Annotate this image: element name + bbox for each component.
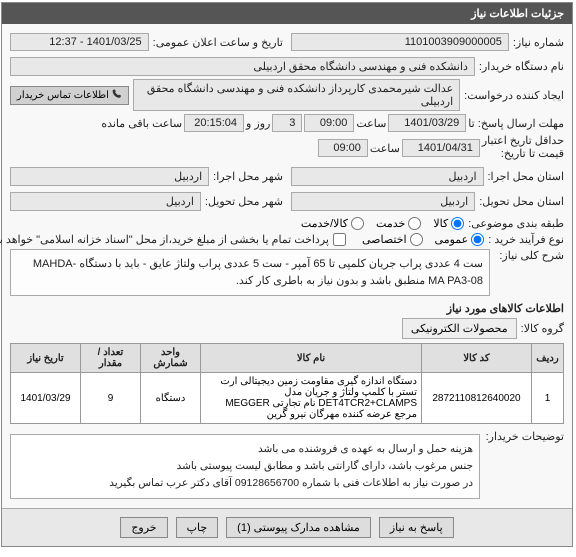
note-line-1: جنس مرغوب باشد، دارای گارانتی باشد و مطا… — [18, 458, 474, 475]
class-radio-2[interactable]: کالا/خدمت — [302, 217, 365, 230]
group-label: گروه کالا: — [522, 322, 565, 335]
cell-0-4: 9 — [82, 373, 142, 424]
cell-0-2: دستگاه اندازه گیری مقاومت زمین دیجیتالی … — [202, 373, 423, 424]
exec-province-value: اردبیل — [292, 167, 485, 186]
col-0: ردیف — [533, 344, 565, 373]
delivery-city-label: شهر محل تحویل: — [206, 195, 284, 208]
details-panel: جزئیات اطلاعات نیاز شماره نیاز: 11010039… — [2, 2, 574, 547]
delivery-province-value: اردبیل — [292, 192, 476, 211]
buytype-radio-0-label: عمومی — [436, 233, 470, 246]
col-2: نام کالا — [202, 344, 423, 373]
deadline-remaining: ساعت باقی مانده — [102, 117, 183, 130]
credit-label: حداقل تاریخ اعتبار قیمت تا تاریخ: — [483, 135, 565, 161]
footer: پاسخ به نیاز مشاهده مدارک پیوستی (1) چاپ… — [3, 508, 573, 546]
col-3: واحد شمارش — [142, 344, 202, 373]
deadline-time: 09:00 — [305, 114, 355, 132]
class-radio-0[interactable]: کالا — [434, 217, 465, 230]
class-radio-1-input[interactable] — [409, 217, 422, 230]
table-row: 1 2872110812640020 دستگاه اندازه گیری مق… — [12, 373, 565, 424]
buytype-label: نوع فرآیند خرید : — [489, 233, 565, 246]
buyer-org-value: دانشکده فنی و مهندسی دانشگاه محقق اردبیل… — [11, 57, 476, 76]
announce-label: تاریخ و ساعت اعلان عمومی: — [154, 36, 284, 49]
buytype-radio-0-input[interactable] — [472, 233, 485, 246]
class-radio-1-label: خدمت — [377, 217, 406, 230]
panel-title: جزئیات اطلاعات نیاز — [3, 3, 573, 24]
col-4: تعداد / مقدار — [82, 344, 142, 373]
exec-city-value: اردبیل — [11, 167, 210, 186]
requester-label: ایجاد کننده درخواست: — [465, 89, 565, 102]
col-5: تاریخ نیاز — [12, 344, 82, 373]
buytype-radio-1-label: اختصاصی — [363, 233, 408, 246]
buytype-radio-group: عمومی اختصاصی — [363, 233, 485, 246]
deadline-label: مهلت ارسال پاسخ: تا — [469, 117, 565, 130]
buytype-radio-1-input[interactable] — [411, 233, 424, 246]
notes-label: توضیحات خریدار: — [485, 430, 565, 443]
deadline-time-label: ساعت — [357, 117, 387, 130]
attachments-button[interactable]: مشاهده مدارک پیوستی (1) — [227, 517, 372, 538]
cell-0-3: دستگاه — [142, 373, 202, 424]
buytype-radio-0[interactable]: عمومی — [436, 233, 486, 246]
payment-checkbox[interactable] — [334, 233, 347, 246]
print-button[interactable]: چاپ — [177, 517, 220, 538]
credit-time: 09:00 — [319, 139, 369, 157]
cell-0-0: 1 — [533, 373, 565, 424]
need-number-value: 1101003909000005 — [292, 33, 510, 51]
class-label: طبقه بندی موضوعی: — [469, 217, 565, 230]
cell-0-1: 2872110812640020 — [423, 373, 533, 424]
phone-icon — [113, 89, 123, 102]
credit-label-2: قیمت تا تاریخ: — [502, 148, 565, 160]
announce-value: 1401/03/25 - 12:37 — [11, 33, 150, 51]
class-radio-0-label: کالا — [434, 217, 449, 230]
buyer-org-label: نام دستگاه خریدار: — [480, 60, 565, 73]
class-radio-2-input[interactable] — [352, 217, 365, 230]
credit-label-1: حداقل تاریخ اعتبار — [483, 135, 565, 147]
deadline-countdown: 20:15:04 — [185, 114, 245, 132]
need-number-label: شماره نیاز: — [514, 36, 565, 49]
note-line-2: در صورت نیاز به اطلاعات فنی با شماره 091… — [18, 475, 474, 492]
contact-button[interactable]: اطلاعات تماس خریدار — [11, 86, 130, 105]
deadline-day-label: روز و — [247, 117, 271, 130]
desc-text: ست 4 عددی پراب جریان کلمپی تا 65 آمپر - … — [11, 249, 491, 296]
buytype-radio-1[interactable]: اختصاصی — [363, 233, 424, 246]
desc-label: شرح کلی نیاز: — [495, 249, 565, 262]
exec-city-label: شهر محل اجرا: — [214, 170, 284, 183]
contact-button-label: اطلاعات تماس خریدار — [18, 90, 110, 101]
class-radio-0-input[interactable] — [452, 217, 465, 230]
exec-province-label: استان محل اجرا: — [489, 170, 566, 183]
notes-box: هزینه حمل و ارسال به عهده ی فروشنده می ب… — [11, 434, 481, 498]
exit-button[interactable]: خروج — [121, 517, 168, 538]
class-radio-2-label: کالا/خدمت — [302, 217, 349, 230]
col-1: کد کالا — [423, 344, 533, 373]
class-radio-group: کالا خدمت کالا/خدمت — [302, 217, 465, 230]
group-value: محصولات الکترونیکی — [403, 318, 518, 339]
payment-note: پرداخت تمام یا بخشی از مبلغ خرید،از محل … — [0, 233, 330, 246]
items-table: ردیف کد کالا نام کالا واحد شمارش تعداد /… — [11, 343, 565, 424]
delivery-province-label: استان محل تحویل: — [480, 195, 565, 208]
deadline-days: 3 — [273, 114, 303, 132]
panel-body: شماره نیاز: 1101003909000005 تاریخ و ساع… — [3, 24, 573, 508]
class-radio-1[interactable]: خدمت — [377, 217, 422, 230]
respond-button[interactable]: پاسخ به نیاز — [380, 517, 455, 538]
table-header-row: ردیف کد کالا نام کالا واحد شمارش تعداد /… — [12, 344, 565, 373]
credit-date: 1401/04/31 — [403, 139, 481, 157]
items-section-label: اطلاعات کالاهای مورد نیاز — [11, 302, 565, 315]
requester-value: عدالت شیرمحمدی کارپرداز دانشکده فنی و مه… — [134, 79, 461, 111]
credit-time-label: ساعت — [371, 142, 401, 155]
cell-0-5: 1401/03/29 — [12, 373, 82, 424]
delivery-city-value: اردبیل — [11, 192, 202, 211]
deadline-date: 1401/03/29 — [389, 114, 467, 132]
note-line-0: هزینه حمل و ارسال به عهده ی فروشنده می ب… — [18, 441, 474, 458]
